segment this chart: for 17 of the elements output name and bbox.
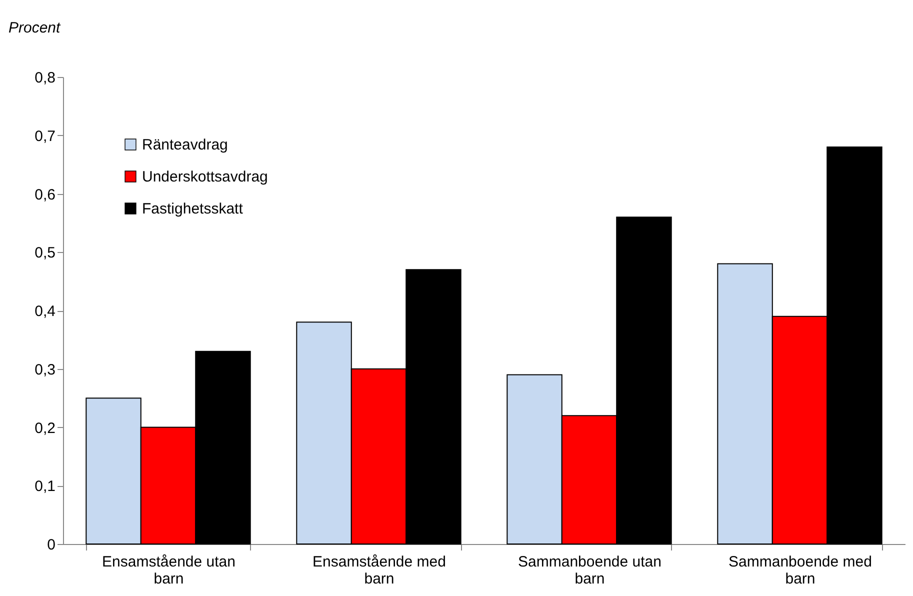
legend-label: Underskottsavdrag bbox=[142, 168, 268, 186]
y-axis-title: Procent bbox=[8, 20, 62, 36]
legend-label: Fastighetsskatt bbox=[142, 200, 244, 218]
x-tick-label: Ensamstående med barn bbox=[312, 554, 446, 588]
y-tick-label: 0 bbox=[47, 536, 56, 554]
y-tick-label: 0,3 bbox=[34, 361, 56, 378]
y-tick-label: 0,6 bbox=[34, 186, 56, 204]
y-tick-label: 0,4 bbox=[34, 303, 56, 320]
legend-label: Ränteavdrag bbox=[142, 136, 228, 154]
y-tick-label: 0,8 bbox=[34, 70, 56, 86]
y-tick-label: 0,2 bbox=[34, 420, 56, 437]
y-tick-label: 0,7 bbox=[34, 128, 56, 145]
y-tick-label: 0,5 bbox=[34, 244, 56, 262]
y-tick-label: 0,1 bbox=[34, 478, 56, 496]
x-tick-label: Ensamstående utan barn bbox=[102, 554, 236, 588]
x-tick-label: Sammanboende med barn bbox=[728, 554, 872, 588]
x-tick-label: Sammanboende utan barn bbox=[518, 554, 662, 588]
